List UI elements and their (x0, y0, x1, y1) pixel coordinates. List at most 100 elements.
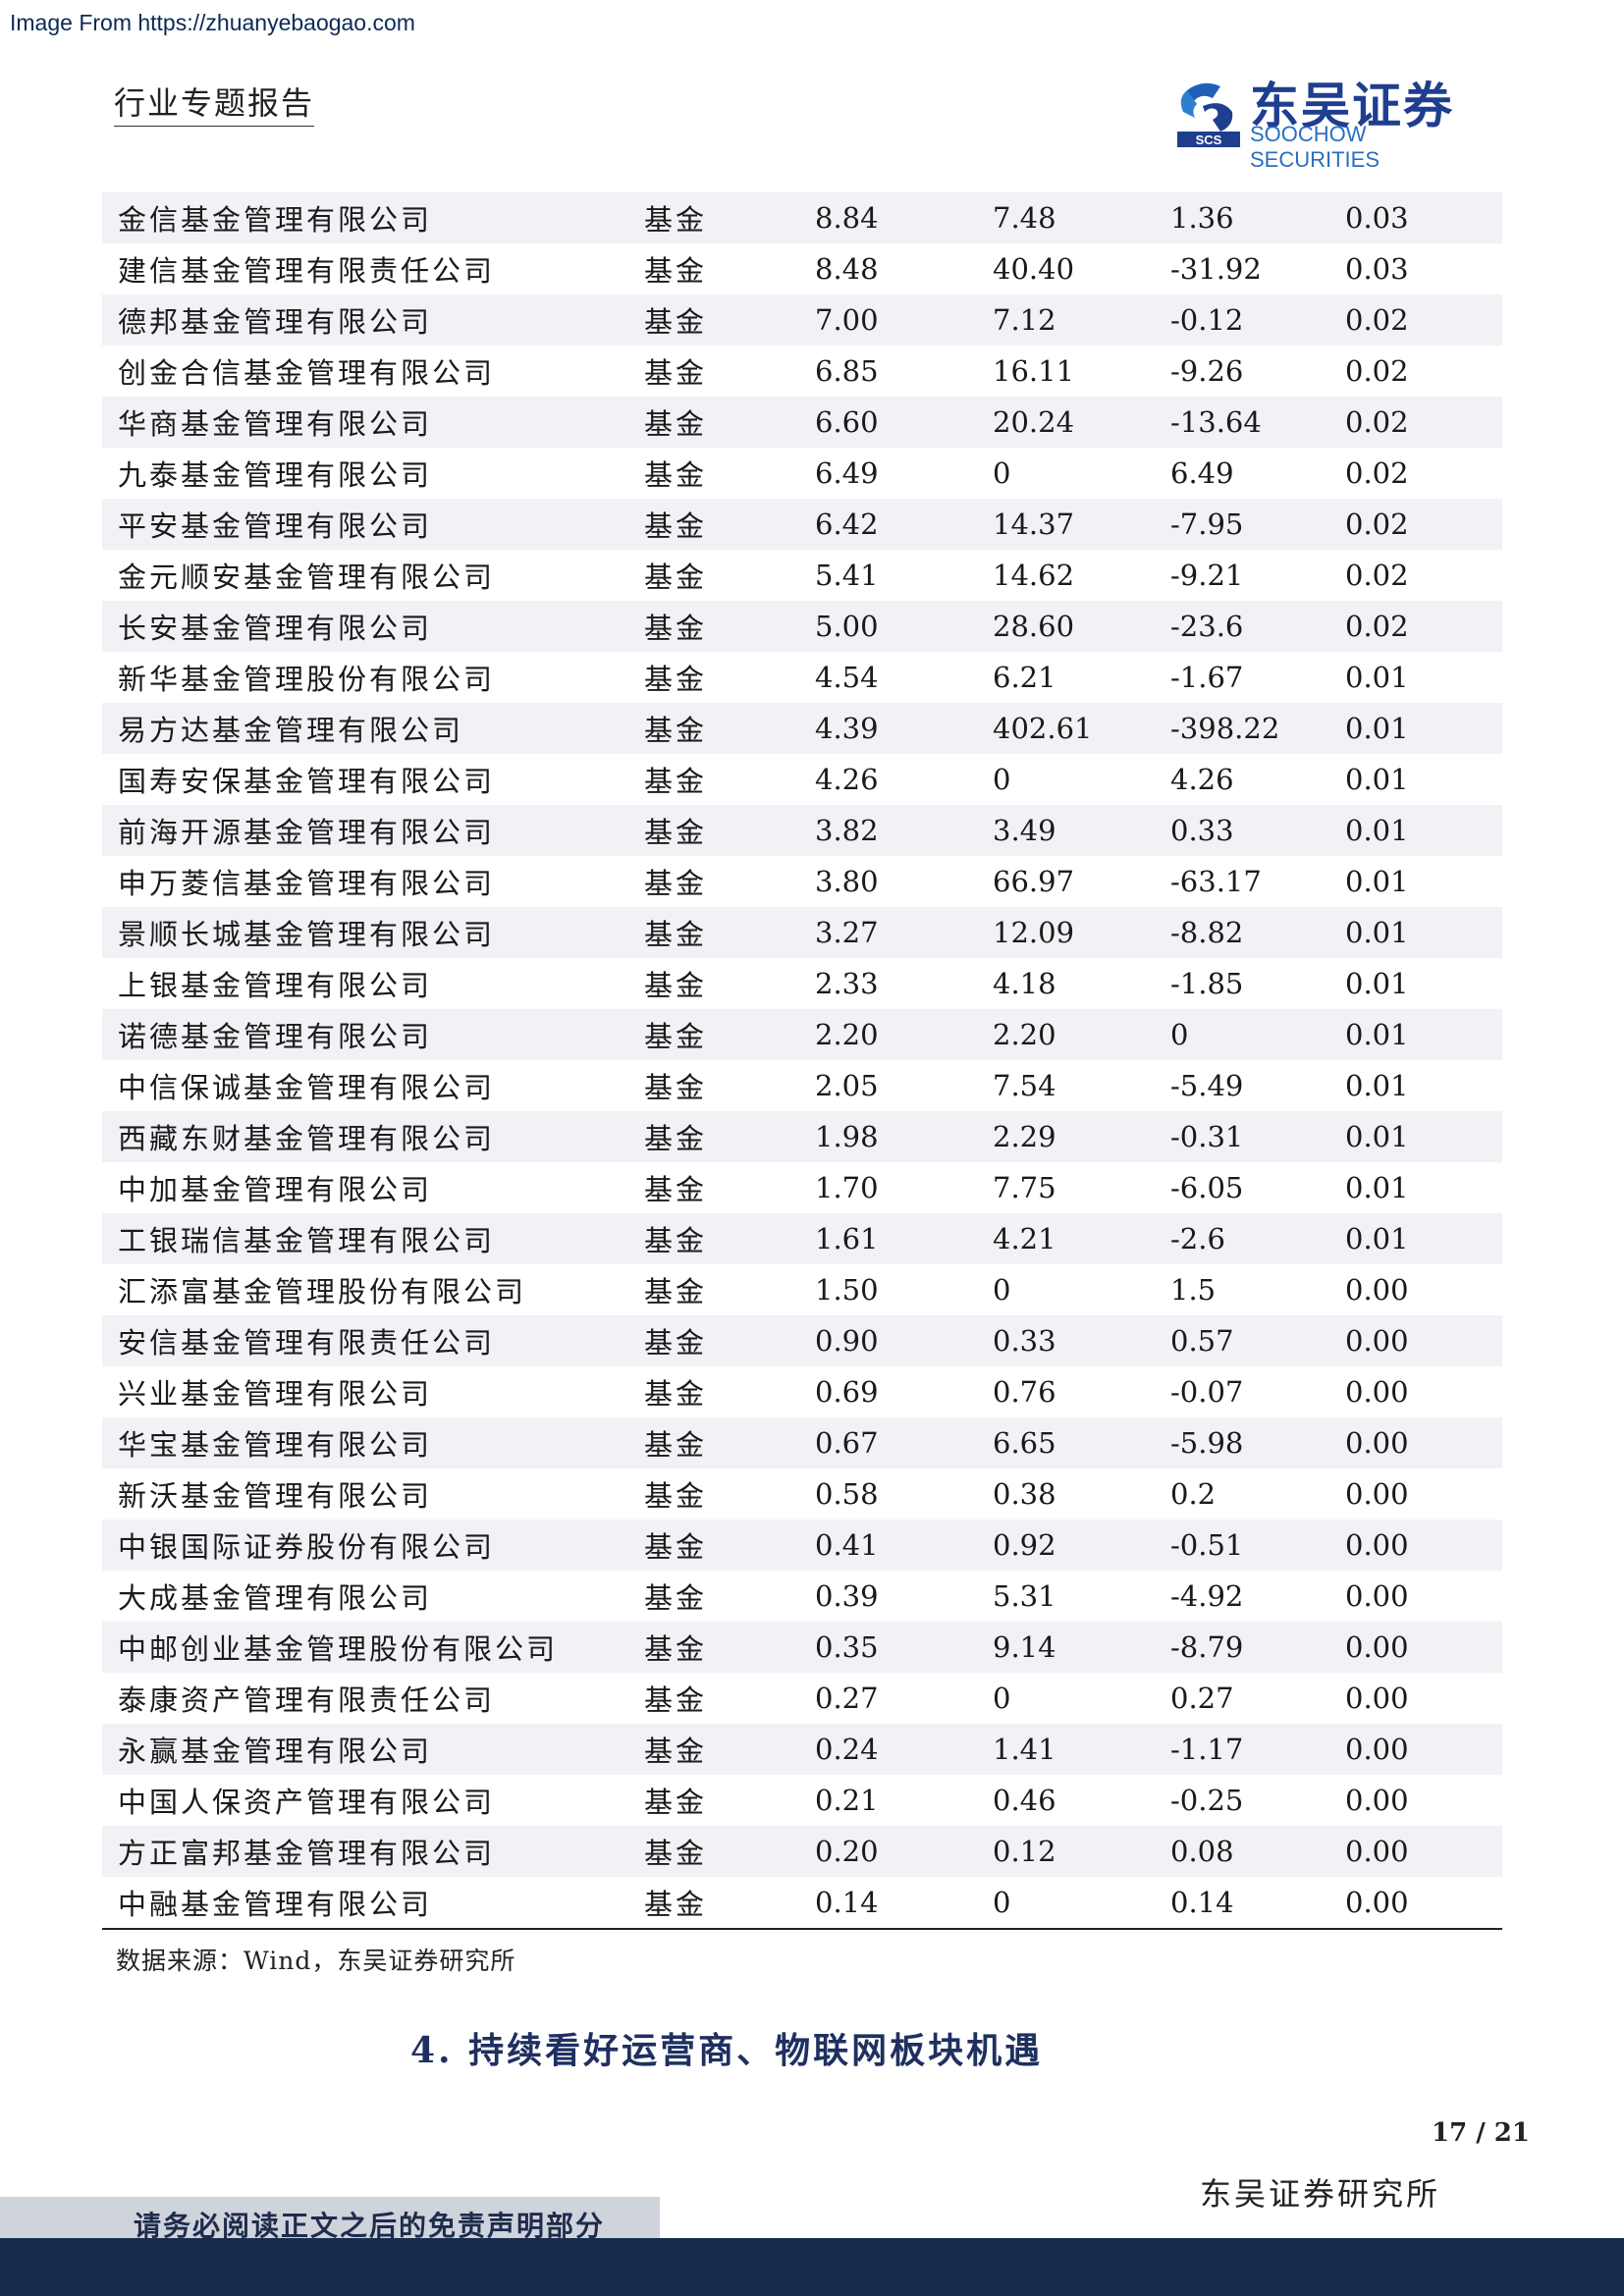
table-row: 德邦基金管理有限公司 基金 7.00 7.12 -0.12 0.02 (102, 294, 1502, 346)
value-cell-3: 0.14 (1170, 1886, 1234, 1919)
table-row: 兴业基金管理有限公司 基金 0.69 0.76 -0.07 0.00 (102, 1366, 1502, 1417)
value-cell-3: -8.82 (1170, 916, 1244, 949)
value-cell-3: 0.33 (1170, 814, 1234, 847)
value-cell-4: 0.03 (1345, 252, 1409, 286)
value-cell-1: 5.41 (815, 559, 879, 592)
value-cell-4: 0.02 (1345, 405, 1409, 439)
type-cell: 基金 (644, 1888, 708, 1921)
brand-name-cn: 东吴证券 (1250, 78, 1454, 134)
table-row: 申万菱信基金管理有限公司 基金 3.80 66.97 -63.17 0.01 (102, 856, 1502, 907)
value-cell-2: 7.54 (993, 1069, 1056, 1102)
table-row: 国寿安保基金管理有限公司 基金 4.26 0 4.26 0.01 (102, 754, 1502, 805)
table-row: 方正富邦基金管理有限公司 基金 0.20 0.12 0.08 0.00 (102, 1826, 1502, 1877)
table-row: 长安基金管理有限公司 基金 5.00 28.60 -23.6 0.02 (102, 601, 1502, 652)
value-cell-4: 0.00 (1345, 1273, 1409, 1307)
value-cell-2: 0 (993, 1886, 1011, 1919)
value-cell-4: 0.01 (1345, 1120, 1409, 1153)
value-cell-3: -0.51 (1170, 1528, 1244, 1562)
scs-logo-icon: SCS (1177, 82, 1240, 147)
company-name-cell: 中国人保资产管理有限公司 (118, 1786, 496, 1819)
value-cell-3: -13.64 (1170, 405, 1262, 439)
value-cell-2: 1.41 (993, 1733, 1056, 1766)
value-cell-4: 0.01 (1345, 1222, 1409, 1255)
value-cell-2: 0.76 (993, 1375, 1056, 1409)
type-cell: 基金 (644, 203, 708, 237)
company-name-cell: 创金合信基金管理有限公司 (118, 356, 496, 390)
value-cell-1: 2.20 (815, 1018, 879, 1051)
value-cell-4: 0.00 (1345, 1886, 1409, 1919)
company-name-cell: 泰康资产管理有限责任公司 (118, 1683, 496, 1717)
table-row: 诺德基金管理有限公司 基金 2.20 2.20 0 0.01 (102, 1009, 1502, 1060)
value-cell-1: 0.69 (815, 1375, 879, 1409)
value-cell-2: 4.21 (993, 1222, 1056, 1255)
value-cell-1: 8.48 (815, 252, 879, 286)
value-cell-4: 0.01 (1345, 967, 1409, 1000)
type-cell: 基金 (644, 509, 708, 543)
company-name-cell: 诺德基金管理有限公司 (118, 1020, 433, 1053)
type-cell: 基金 (644, 1683, 708, 1717)
value-cell-3: 0.08 (1170, 1835, 1234, 1868)
company-name-cell: 中邮创业基金管理股份有限公司 (118, 1632, 559, 1666)
type-cell: 基金 (644, 356, 708, 390)
value-cell-4: 0.00 (1345, 1733, 1409, 1766)
value-cell-4: 0.02 (1345, 354, 1409, 388)
value-cell-2: 14.37 (993, 507, 1075, 541)
type-cell: 基金 (644, 1581, 708, 1615)
value-cell-1: 0.67 (815, 1426, 879, 1460)
company-name-cell: 中银国际证券股份有限公司 (118, 1530, 496, 1564)
table-row: 大成基金管理有限公司 基金 0.39 5.31 -4.92 0.00 (102, 1571, 1502, 1622)
table-row: 华宝基金管理有限公司 基金 0.67 6.65 -5.98 0.00 (102, 1417, 1502, 1468)
value-cell-4: 0.00 (1345, 1579, 1409, 1613)
value-cell-3: -4.92 (1170, 1579, 1244, 1613)
value-cell-2: 0 (993, 1273, 1011, 1307)
type-cell: 基金 (644, 1275, 708, 1308)
company-name-cell: 汇添富基金管理股份有限公司 (118, 1275, 527, 1308)
footer-institute: 东吴证券研究所 (1200, 2175, 1441, 2213)
value-cell-3: -23.6 (1170, 610, 1244, 643)
table-row: 创金合信基金管理有限公司 基金 6.85 16.11 -9.26 0.02 (102, 346, 1502, 397)
value-cell-1: 0.35 (815, 1630, 879, 1664)
type-cell: 基金 (644, 407, 708, 441)
type-cell: 基金 (644, 969, 708, 1002)
company-name-cell: 永赢基金管理有限公司 (118, 1735, 433, 1768)
table-row: 华商基金管理有限公司 基金 6.60 20.24 -13.64 0.02 (102, 397, 1502, 448)
value-cell-1: 6.42 (815, 507, 879, 541)
logo-small-text: SCS (1196, 133, 1222, 147)
company-name-cell: 德邦基金管理有限公司 (118, 305, 433, 339)
value-cell-1: 3.80 (815, 865, 879, 898)
value-cell-4: 0.00 (1345, 1528, 1409, 1562)
company-name-cell: 景顺长城基金管理有限公司 (118, 918, 496, 951)
value-cell-3: -9.21 (1170, 559, 1244, 592)
company-name-cell: 西藏东财基金管理有限公司 (118, 1122, 496, 1155)
table-row: 汇添富基金管理股份有限公司 基金 1.50 0 1.5 0.00 (102, 1264, 1502, 1315)
value-cell-1: 4.26 (815, 763, 879, 796)
type-cell: 基金 (644, 254, 708, 288)
value-cell-2: 3.49 (993, 814, 1056, 847)
value-cell-4: 0.01 (1345, 1171, 1409, 1204)
value-cell-3: -63.17 (1170, 865, 1262, 898)
type-cell: 基金 (644, 1020, 708, 1053)
company-name-cell: 新华基金管理股份有限公司 (118, 663, 496, 696)
value-cell-1: 0.24 (815, 1733, 879, 1766)
value-cell-4: 0.02 (1345, 610, 1409, 643)
value-cell-1: 6.49 (815, 456, 879, 490)
type-cell: 基金 (644, 1122, 708, 1155)
value-cell-3: 0 (1170, 1018, 1189, 1051)
type-cell: 基金 (644, 1735, 708, 1768)
value-cell-1: 1.61 (815, 1222, 879, 1255)
type-cell: 基金 (644, 1224, 708, 1257)
table-row: 西藏东财基金管理有限公司 基金 1.98 2.29 -0.31 0.01 (102, 1111, 1502, 1162)
value-cell-2: 4.18 (993, 967, 1056, 1000)
company-name-cell: 前海开源基金管理有限公司 (118, 816, 496, 849)
company-name-cell: 九泰基金管理有限公司 (118, 458, 433, 492)
company-name-cell: 华宝基金管理有限公司 (118, 1428, 433, 1462)
type-cell: 基金 (644, 1632, 708, 1666)
value-cell-4: 0.00 (1345, 1835, 1409, 1868)
type-cell: 基金 (644, 816, 708, 849)
type-cell: 基金 (644, 1173, 708, 1206)
value-cell-1: 4.54 (815, 661, 879, 694)
value-cell-3: -8.79 (1170, 1630, 1244, 1664)
value-cell-2: 402.61 (993, 712, 1093, 745)
value-cell-1: 0.39 (815, 1579, 879, 1613)
company-name-cell: 大成基金管理有限公司 (118, 1581, 433, 1615)
